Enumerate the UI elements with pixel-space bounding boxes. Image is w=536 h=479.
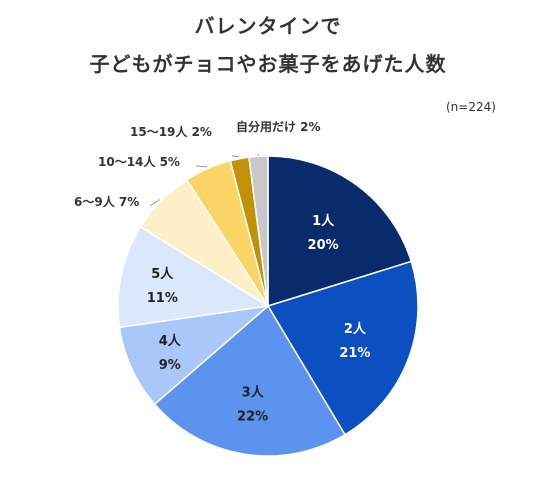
slice-label-2: 2人 (344, 321, 367, 337)
chart-title-line1: バレンタインで (194, 14, 342, 38)
slice-label-4: 4人 (159, 333, 182, 349)
slice-pct-2: 21% (339, 346, 370, 361)
slice-label-6: 6〜9人 7% (74, 194, 139, 209)
slice-label-7: 10〜14人 5% (98, 154, 180, 169)
leader-line-6 (149, 198, 160, 207)
slice-pct-5: 11% (147, 291, 178, 306)
slice-label-1: 1人 (312, 213, 335, 229)
chart-title-line2: 子どもがチョコやお菓子をあげた人数 (89, 52, 447, 76)
slice-pct-3: 22% (237, 409, 268, 424)
pie-slice-2 (266, 260, 419, 436)
pie-slice-3 (153, 304, 347, 457)
slice-label-5: 5人 (151, 266, 174, 282)
slice-label-8: 15〜19人 2% (130, 124, 212, 139)
pie-slice-5 (117, 225, 271, 329)
pie-slice-4 (118, 304, 271, 406)
pie-slice-1 (267, 155, 413, 308)
slice-label-3: 3人 (242, 384, 265, 400)
slice-pct-4: 9% (159, 358, 181, 373)
leader-line-8 (231, 155, 240, 158)
sample-size-label: (n=224) (446, 100, 496, 114)
slice-label-9: 自分用だけ 2% (236, 119, 321, 134)
pie-slice-9 (248, 155, 269, 307)
leader-line-7 (195, 165, 208, 168)
slice-pct-1: 20% (308, 238, 339, 253)
